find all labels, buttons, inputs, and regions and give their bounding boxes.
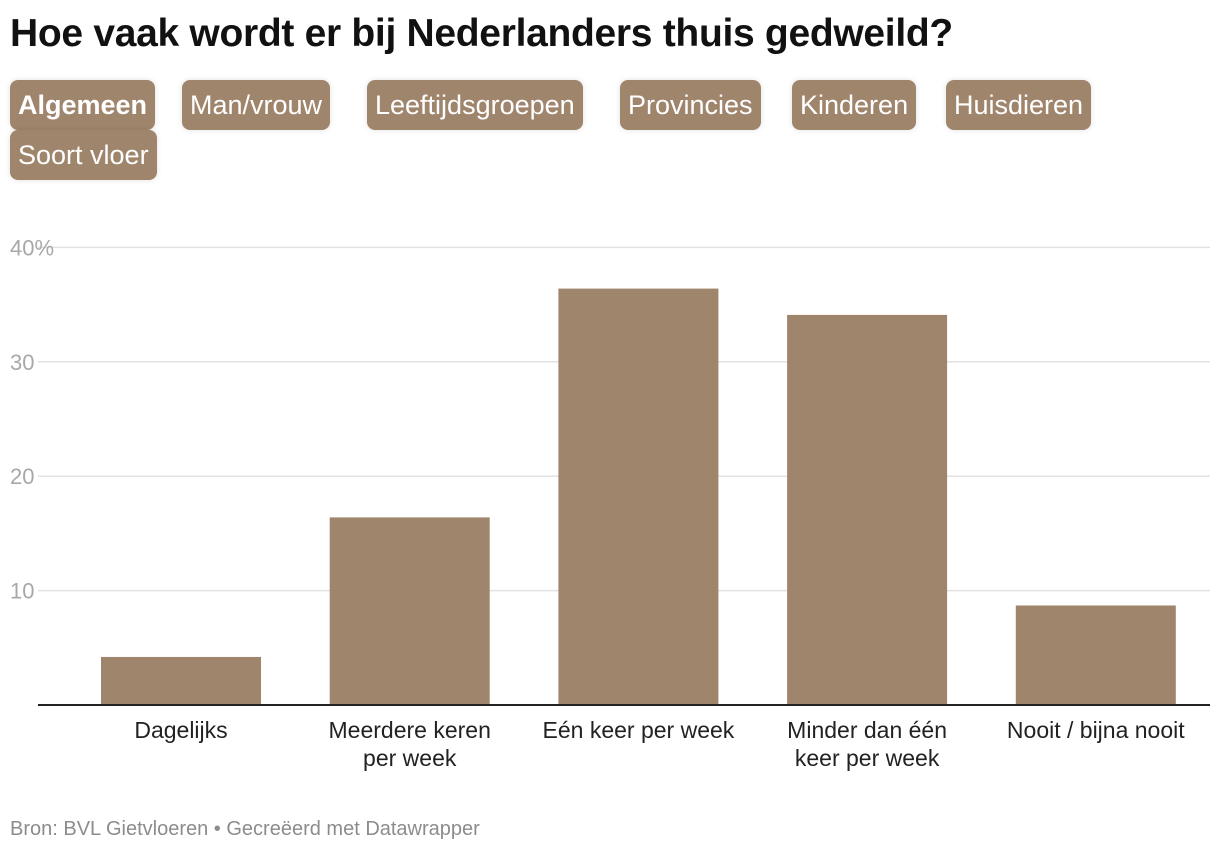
y-tick-label: 10 xyxy=(10,579,34,604)
x-tick-label: per week xyxy=(363,745,457,771)
tab-provincies[interactable]: Provincies xyxy=(620,80,761,130)
x-tick-label: Nooit / bijna nooit xyxy=(1007,717,1185,743)
x-tick-label: keer per week xyxy=(795,745,940,771)
tab-huisdieren[interactable]: Huisdieren xyxy=(946,80,1092,130)
tab-man-vrouw[interactable]: Man/vrouw xyxy=(182,80,331,130)
bar xyxy=(1015,605,1176,705)
y-tick-label: 20 xyxy=(10,464,34,489)
tab-leeftijdsgroepen[interactable]: Leeftijdsgroepen xyxy=(367,80,583,130)
x-tick-label: Meerdere keren xyxy=(329,717,491,743)
bar xyxy=(787,314,948,705)
y-tick-label: 30 xyxy=(10,350,34,375)
tab-algemeen[interactable]: Algemeen xyxy=(10,80,156,130)
x-tick-label: Eén keer per week xyxy=(543,717,735,743)
bar xyxy=(101,656,261,705)
tab-soort-vloer[interactable]: Soort vloer xyxy=(10,130,157,180)
bar xyxy=(329,517,490,705)
x-tick-label: Minder dan één xyxy=(787,717,947,743)
x-tick-label: Dagelijks xyxy=(134,717,227,743)
source-note: Bron: BVL Gietvloeren • Gecreëerd met Da… xyxy=(10,818,480,840)
chart-title: Hoe vaak wordt er bij Nederlanders thuis… xyxy=(10,12,953,55)
y-tick-label: 40% xyxy=(10,235,54,260)
bar xyxy=(558,288,719,705)
tab-kinderen[interactable]: Kinderen xyxy=(792,80,917,130)
